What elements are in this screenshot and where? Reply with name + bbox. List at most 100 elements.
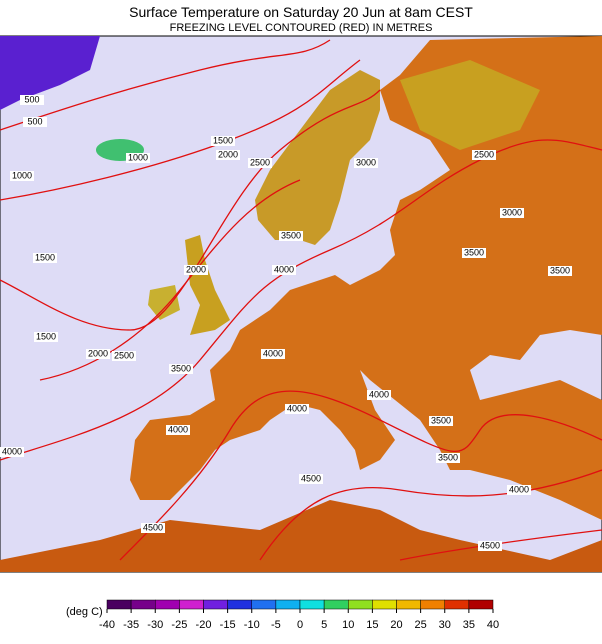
contour-label: 4500 [301,473,321,483]
contour-label: 2000 [186,264,206,274]
greenland [0,36,100,110]
contour-label-bg [299,474,323,484]
colorbar-segment [323,599,349,610]
tick-label: 15 [366,619,378,631]
colorbar-segment [155,599,180,610]
contour-label-bg [211,136,235,146]
contour-label: 3500 [550,265,570,275]
contour-label: 3500 [438,452,458,462]
contour-line [0,139,602,461]
contour-label: 4000 [287,403,307,413]
colorbar-segment [275,599,301,610]
contour-label-bg [169,364,193,374]
contour-label: 1500 [35,252,55,262]
contour-label: 3500 [464,247,484,257]
contour-label: 1000 [128,152,148,162]
contour-label-bg [112,351,136,361]
contour-label-bg [126,153,150,163]
contour-label-bg [548,266,572,276]
contour-label-bg [436,453,460,463]
contour-label: 4500 [480,540,500,550]
contour-label: 4500 [143,522,163,532]
legend-unit: (deg C) [66,606,103,618]
colorbar-segment [227,599,252,610]
contour-label-bg [285,404,309,414]
tick-label: 30 [439,619,451,631]
contour-label-bg [10,171,34,181]
contour-label: 2000 [88,348,108,358]
colorbar-segment [396,599,421,610]
contour-label-bg [248,158,272,168]
contour-line [119,390,602,561]
contour-label-bg [20,95,44,105]
contour-label-bg [141,523,165,533]
contour-label: 1500 [36,331,56,341]
tick-label: 5 [321,619,327,631]
contour-label-bg [472,150,496,160]
colorbar-segment [348,599,373,610]
contour-labels: 500 500 1000 1000 1500 2000 2500 3000 2500 3000 35… [0,94,572,551]
contour-label: 2500 [250,157,270,167]
tick-label: -35 [123,619,139,631]
contour-label-bg [500,208,524,218]
contour-label-bg [462,248,486,258]
contour-label-bg [184,265,208,275]
contour-label-bg [33,253,57,263]
colorbar-segment [251,599,277,610]
contour-label-bg [429,416,453,426]
colorbar-segment [179,599,204,610]
colorbar-segment [106,599,132,610]
contour-label: 4000 [168,424,188,434]
africa [0,500,602,572]
contour-label: 3500 [171,363,191,373]
contour-label: 4000 [263,348,283,358]
contour-label: 500 [24,94,39,104]
tick-label: -20 [196,619,212,631]
contour-line [259,469,602,561]
contour-label: 1500 [213,135,233,145]
tick-label: 40 [487,619,499,631]
contour-label-bg [166,425,190,435]
contour-label: 3000 [356,157,376,167]
contour-line [39,179,301,381]
russia-north [400,60,540,150]
colorbar-segment [444,599,470,610]
tick-label: -40 [99,619,115,631]
contour-label: 4000 [274,264,294,274]
contour-label: 3000 [502,207,522,217]
colorbar-segment [299,599,325,610]
britain [185,235,230,335]
contour-label: 4000 [369,389,389,399]
tick-label: 25 [415,619,427,631]
tick-label: 10 [342,619,354,631]
ireland [148,285,180,320]
contour-label-bg [507,485,531,495]
colorbar-segment [203,599,228,610]
colorbar-segment [130,599,156,610]
contour-label: 1000 [12,170,32,180]
contour-label: 2500 [474,149,494,159]
tick-label: -10 [244,619,260,631]
contour-label-bg [478,541,502,551]
contour-label-bg [86,349,110,359]
tick-label: 35 [463,619,475,631]
subtitle: FREEZING LEVEL CONTOURED (RED) IN METRES [170,22,433,34]
contour-label-bg [272,265,296,275]
scandinavia [255,70,380,245]
title: Surface Temperature on Saturday 20 Jun a… [129,4,473,20]
tick-label: -5 [271,619,281,631]
contour-label-bg [261,349,285,359]
contour-label: 3500 [431,415,451,425]
colorbar-segment [372,599,397,610]
colorbar-segment [468,599,494,610]
tick-label: 0 [297,619,303,631]
colorbar-segment [420,599,445,610]
contour-label-bg [367,390,391,400]
contour-label: 4000 [509,484,529,494]
contour-label: 500 [27,116,42,126]
contour-label: 2000 [218,149,238,159]
contour-label-bg [354,158,378,168]
contour-label: 4000 [2,446,22,456]
tick-label: 20 [390,619,402,631]
